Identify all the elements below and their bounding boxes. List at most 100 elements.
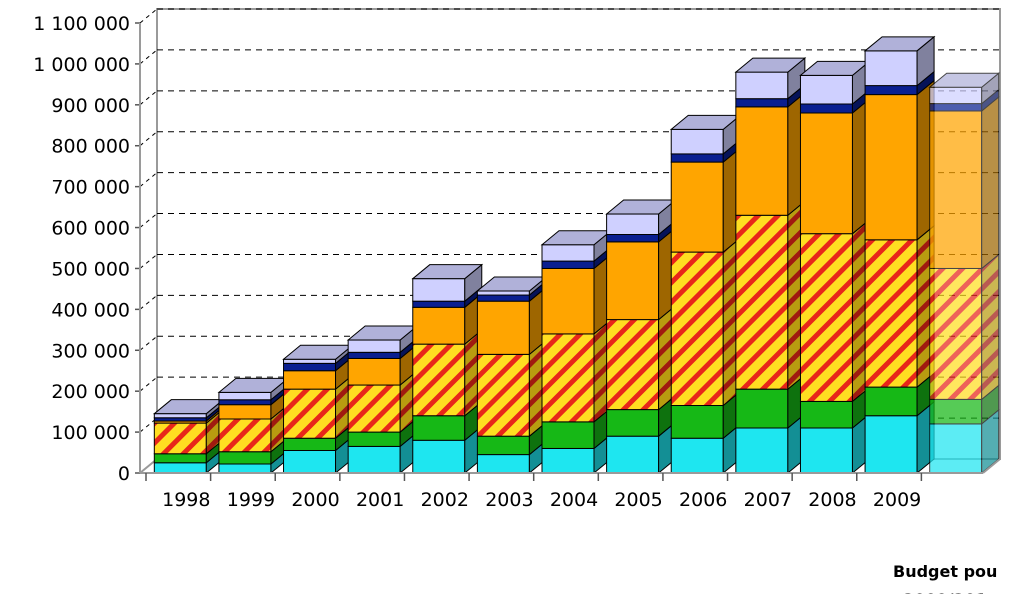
bar-segment — [606, 435, 660, 474]
bar-segment — [929, 267, 983, 400]
x-category-label: 2008 — [808, 489, 856, 511]
x-category-label: 2000 — [291, 489, 339, 511]
y-tick-label: 200 000 — [51, 381, 130, 403]
bar-segment — [218, 451, 272, 465]
bar-segment — [735, 214, 789, 390]
bar-stack — [605, 198, 678, 475]
bar-segment — [476, 454, 530, 474]
x-category-label-line1: Budget pou — [893, 562, 997, 581]
bar-stack — [734, 57, 807, 475]
gridline-side — [139, 131, 158, 147]
bar-segment — [541, 244, 595, 262]
bar-segment — [799, 112, 853, 235]
bar-stack — [346, 324, 419, 475]
bar-segment — [670, 405, 724, 439]
bar-segment — [670, 161, 724, 253]
x-category-label: 2002 — [421, 489, 469, 511]
bar-segment — [283, 362, 337, 372]
y-tick-label: 500 000 — [51, 258, 130, 280]
bar-segment — [153, 422, 207, 455]
y-axis: 0 100 000 200 000 300 000 400 000 500 000 600 … — [33, 13, 141, 485]
bar-segment — [218, 463, 272, 474]
bar-stack — [540, 229, 613, 475]
bar-top — [411, 264, 484, 280]
bar-segment — [347, 351, 401, 359]
x-category-label: 2009 — [873, 489, 921, 511]
x-category-label: 2006 — [679, 489, 727, 511]
gridline-side — [139, 294, 158, 310]
bar-stack — [475, 275, 548, 475]
y-tick-label: 1 100 000 — [33, 13, 130, 35]
y-tick-label: 1 000 000 — [33, 54, 130, 76]
bar-segment — [670, 153, 724, 163]
bar-segment — [864, 85, 918, 96]
bars — [152, 35, 1001, 475]
bar-segment — [412, 415, 466, 441]
bar-top — [863, 36, 936, 52]
y-tick-label: 800 000 — [51, 136, 130, 158]
bar-segment — [735, 106, 789, 216]
y-tick-label: 100 000 — [51, 422, 130, 444]
bar-segment — [283, 358, 337, 364]
x-category-label: 2001 — [356, 489, 404, 511]
bar-top — [928, 72, 1001, 88]
bar-segment — [735, 71, 789, 100]
bar-segment — [476, 353, 530, 437]
bar-segment — [218, 391, 272, 401]
bar-stack — [799, 60, 871, 475]
floor-edge — [982, 458, 1001, 474]
bar-segment — [541, 260, 595, 269]
y-tick-label: 600 000 — [51, 218, 130, 240]
bar-segment — [541, 421, 595, 449]
bar-segment — [476, 290, 530, 296]
bar-segment — [929, 398, 983, 425]
gridline-side — [139, 8, 158, 24]
x-category-label: 2005 — [614, 489, 662, 511]
gridline-side — [139, 172, 158, 188]
x-category-label: 2004 — [550, 489, 598, 511]
bar-segment — [412, 300, 466, 308]
bar-segment — [347, 431, 401, 447]
x-category-label: 1998 — [162, 489, 210, 511]
x-category-label-line2: 2009/201 — [903, 590, 987, 594]
gridline-side — [139, 376, 158, 392]
bar-segment — [864, 50, 918, 87]
bar-segment — [476, 294, 530, 302]
y-tick-label: 0 — [118, 463, 130, 485]
bar-segment — [864, 94, 918, 241]
bar-segment — [218, 418, 272, 453]
bar-segment — [476, 300, 530, 355]
gridline-side — [139, 213, 158, 228]
bar-segment — [541, 267, 595, 335]
bar-segment — [735, 427, 789, 474]
bar-segment — [218, 399, 272, 406]
bar-segment — [476, 435, 530, 456]
bar-stack — [411, 263, 484, 475]
bar-segment — [799, 400, 853, 429]
bar-top — [734, 57, 807, 73]
bar-segment — [283, 437, 337, 451]
bar-segment — [606, 234, 660, 243]
x-category-label: 1999 — [227, 489, 275, 511]
bar-segment — [670, 437, 724, 474]
bar-segment — [864, 415, 918, 474]
bar-segment — [153, 413, 207, 419]
y-tick-label: 300 000 — [51, 340, 130, 362]
bar-segment — [347, 445, 401, 474]
bar-segment — [283, 450, 337, 474]
bar-segment-side — [981, 95, 1000, 270]
bar-segment — [735, 98, 789, 108]
bar-segment — [283, 370, 337, 390]
bar-segment — [412, 343, 466, 417]
bar-segment — [929, 110, 983, 269]
bar-segment — [799, 427, 853, 474]
bar-segment — [606, 213, 660, 236]
gridline-side — [139, 49, 158, 65]
bar-segment — [218, 404, 272, 420]
gridline-side — [139, 90, 158, 106]
bar-segment — [412, 439, 466, 474]
bar-stack — [152, 398, 225, 475]
y-tick-label: 900 000 — [51, 95, 130, 117]
y-tick-label: 400 000 — [51, 299, 130, 321]
x-axis: 1998 1999 2000 2001 2002 2003 2004 2005 2006 2007… — [140, 458, 1001, 594]
